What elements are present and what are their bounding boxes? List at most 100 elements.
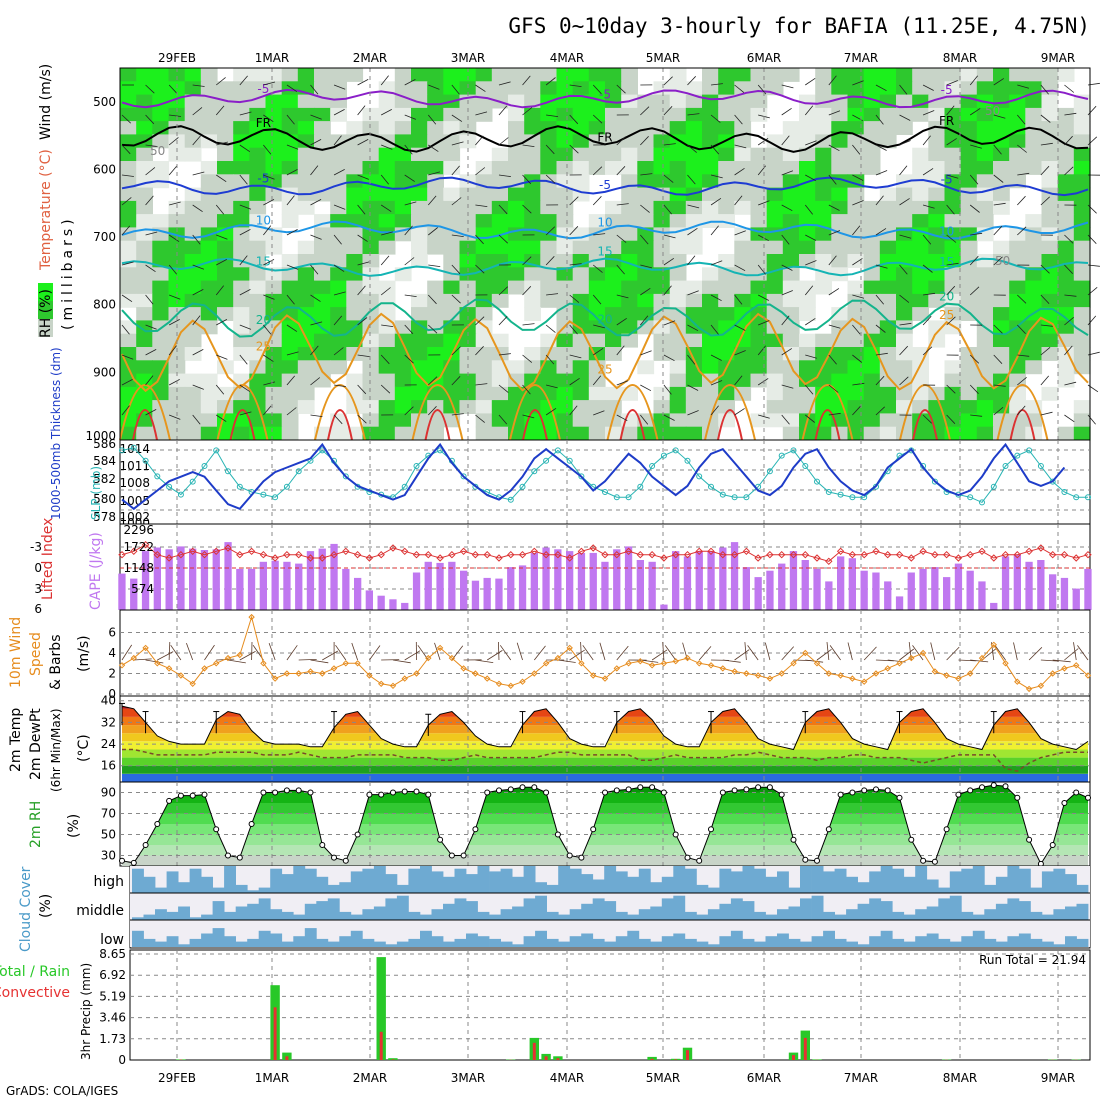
rh-cell [200, 240, 218, 255]
rh-cell [976, 400, 994, 414]
cloud-bar [166, 936, 179, 947]
rh-cell [912, 280, 929, 295]
y-tick-label: 0 [34, 561, 42, 575]
wind-barb [239, 289, 251, 296]
cloud-bar [1076, 938, 1089, 947]
li-marker [801, 550, 810, 559]
rh-cell [815, 333, 832, 348]
cape-bar [730, 542, 739, 610]
li-marker [1048, 550, 1057, 559]
cloud-bar [961, 911, 974, 920]
rh-marker [566, 852, 573, 859]
li-marker [471, 550, 480, 559]
rh-cell [491, 174, 509, 189]
wind-barb [616, 166, 626, 176]
wind-barb [498, 174, 511, 177]
wind-barb [852, 144, 861, 155]
rh-cell [346, 200, 364, 215]
wind-barb [1064, 294, 1077, 297]
li-marker [130, 547, 138, 556]
rh-cell [281, 254, 299, 268]
wind-barb [216, 141, 228, 146]
wind-marker [672, 657, 679, 665]
rh-cell [443, 386, 461, 401]
wind-barb [215, 285, 225, 296]
rh-cell [750, 413, 768, 428]
slp-marker [283, 483, 290, 490]
wind-barb [1040, 375, 1050, 386]
rh-cell [249, 68, 267, 82]
cape-bar [330, 543, 338, 610]
rh-cell [799, 94, 816, 109]
wind-barb [640, 384, 652, 392]
wind-barb [640, 173, 653, 176]
wind-barb [593, 410, 605, 416]
cloud-bar [350, 914, 363, 920]
rh-cell [993, 187, 1010, 202]
wind-barb [582, 645, 594, 661]
cloud-bar [857, 944, 870, 947]
wind-barb [286, 144, 299, 150]
wind-barb [744, 642, 747, 661]
date-label-bottom: 3MAR [451, 1071, 486, 1085]
wind-barb [404, 174, 415, 182]
cloud-bar [247, 938, 260, 947]
wind-barb [599, 642, 606, 661]
rh-cell [960, 174, 978, 189]
rh-cell [669, 200, 687, 215]
wind-barb [498, 81, 511, 86]
rh-cell [491, 280, 509, 295]
cloud-bar [500, 868, 513, 893]
rh-cell [1057, 68, 1075, 82]
contour-label: 20 [256, 313, 271, 327]
rh-cell [685, 94, 703, 109]
rh-cell [443, 373, 461, 388]
rh-cell [621, 121, 638, 135]
cloud-bar [316, 901, 329, 920]
slp-marker [1037, 463, 1044, 469]
rh-cell [621, 68, 638, 82]
wind-barb [522, 75, 531, 86]
wind-barb [545, 324, 556, 333]
rh-cell [815, 413, 832, 428]
cloud-bar [489, 914, 501, 920]
rh-cell [152, 121, 170, 135]
wind-barb [993, 78, 1005, 86]
rh-cell [475, 254, 493, 268]
rh-cell [1073, 347, 1091, 361]
contour-label: -5 [941, 173, 953, 187]
li-marker [436, 554, 444, 562]
rh-cell [685, 200, 703, 215]
rh-cell [508, 214, 525, 228]
wind-barb [357, 79, 369, 86]
wind-barb [192, 234, 201, 245]
cloud-bar [938, 938, 951, 947]
wind-barb [380, 174, 390, 185]
rh-cell [508, 400, 525, 414]
rh-cell [233, 200, 250, 215]
rh-marker [437, 836, 444, 843]
wind-barb [580, 641, 582, 661]
wind-barb [1087, 315, 1097, 326]
rh-cell [378, 333, 396, 348]
li-marker [1072, 554, 1080, 562]
y-tick-label: 2296 [123, 523, 154, 537]
rh-cell [394, 426, 412, 441]
wind-barb [993, 384, 1006, 387]
rh-marker [166, 797, 173, 804]
wind-marker [884, 665, 891, 672]
wind-barb [486, 650, 503, 661]
rh-cell [928, 161, 946, 175]
rh-cell [281, 147, 299, 162]
rh-cell [588, 333, 606, 348]
rh-cell [217, 293, 234, 308]
wind-barb [993, 174, 1004, 183]
wind-barb [757, 264, 766, 275]
rh-cell [233, 81, 250, 96]
rh-cell [831, 373, 849, 388]
rh-cell [200, 121, 218, 135]
wind-barb [969, 174, 979, 185]
wind-barb [875, 294, 885, 305]
rh-cell [314, 161, 331, 175]
cape-bar [624, 546, 633, 610]
